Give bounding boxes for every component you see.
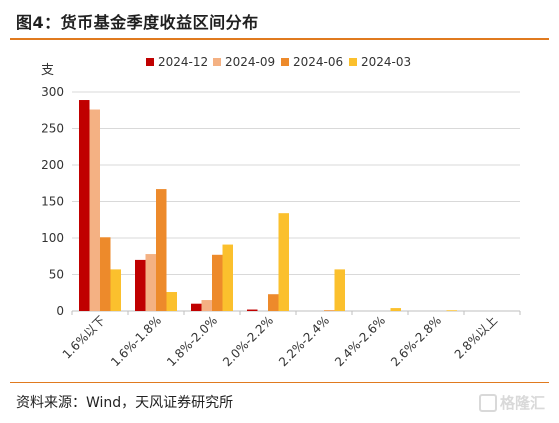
y-tick-label: 0 [56, 304, 64, 318]
bar [89, 109, 100, 312]
figure-title: 图4：货币基金季度收益区间分布 [16, 13, 259, 32]
grid-lines [72, 91, 520, 275]
x-tick-label: 2.2%-2.4% [276, 313, 332, 369]
watermark-text: 格隆汇 [499, 394, 545, 412]
y-tick-label: 50 [49, 268, 64, 282]
legend-swatch [349, 58, 357, 66]
bar [201, 300, 212, 311]
bar [324, 310, 335, 311]
bar [145, 254, 156, 311]
bar [212, 254, 223, 311]
x-tick-label: 2.4%-2.6% [332, 313, 388, 369]
y-axis-label: 支 [41, 63, 54, 78]
bar [100, 237, 111, 311]
legend-label: 2024-09 [225, 55, 275, 69]
bar [191, 303, 202, 311]
y-tick-label: 200 [41, 158, 64, 172]
legend-label: 2024-06 [293, 55, 343, 69]
watermark-logo-icon [478, 393, 497, 412]
y-tick-label: 300 [41, 85, 64, 99]
bar [446, 310, 457, 311]
legend-swatch [146, 58, 154, 66]
bar [334, 269, 345, 311]
watermark: 格隆汇 [478, 392, 545, 413]
source-rule [10, 382, 549, 383]
x-tick-label: 2.6%-2.8% [388, 313, 444, 369]
source-note: 资料来源：Wind，天风证券研究所 [16, 395, 234, 411]
y-tick-label: 150 [41, 195, 64, 209]
x-tick-label: 1.6%-1.8% [108, 313, 164, 369]
bar [135, 259, 146, 311]
bar [278, 213, 289, 311]
x-tick-label: 2.0%-2.2% [220, 313, 276, 369]
legend-label: 2024-03 [361, 55, 411, 69]
y-tick-label: 100 [41, 231, 64, 245]
x-tick-label: 1.6%以下 [60, 313, 108, 361]
bars [79, 100, 457, 312]
bar [79, 100, 90, 311]
legend-label: 2024-12 [158, 55, 208, 69]
bar [268, 294, 279, 311]
legend-swatch [213, 58, 221, 66]
bar [110, 269, 121, 311]
bar [166, 292, 177, 311]
x-tick-label: 1.8%-2.0% [164, 313, 220, 369]
legend: 2024-12 2024-09 2024-06 2024-03 [146, 55, 411, 69]
bar [156, 189, 167, 311]
bar [247, 309, 258, 311]
legend-swatch [281, 58, 289, 66]
title-rule [10, 38, 549, 40]
y-tick-label: 250 [41, 122, 64, 136]
x-tick-label: 2.8%以上 [452, 313, 500, 361]
bar [390, 308, 401, 311]
bar [222, 244, 233, 311]
